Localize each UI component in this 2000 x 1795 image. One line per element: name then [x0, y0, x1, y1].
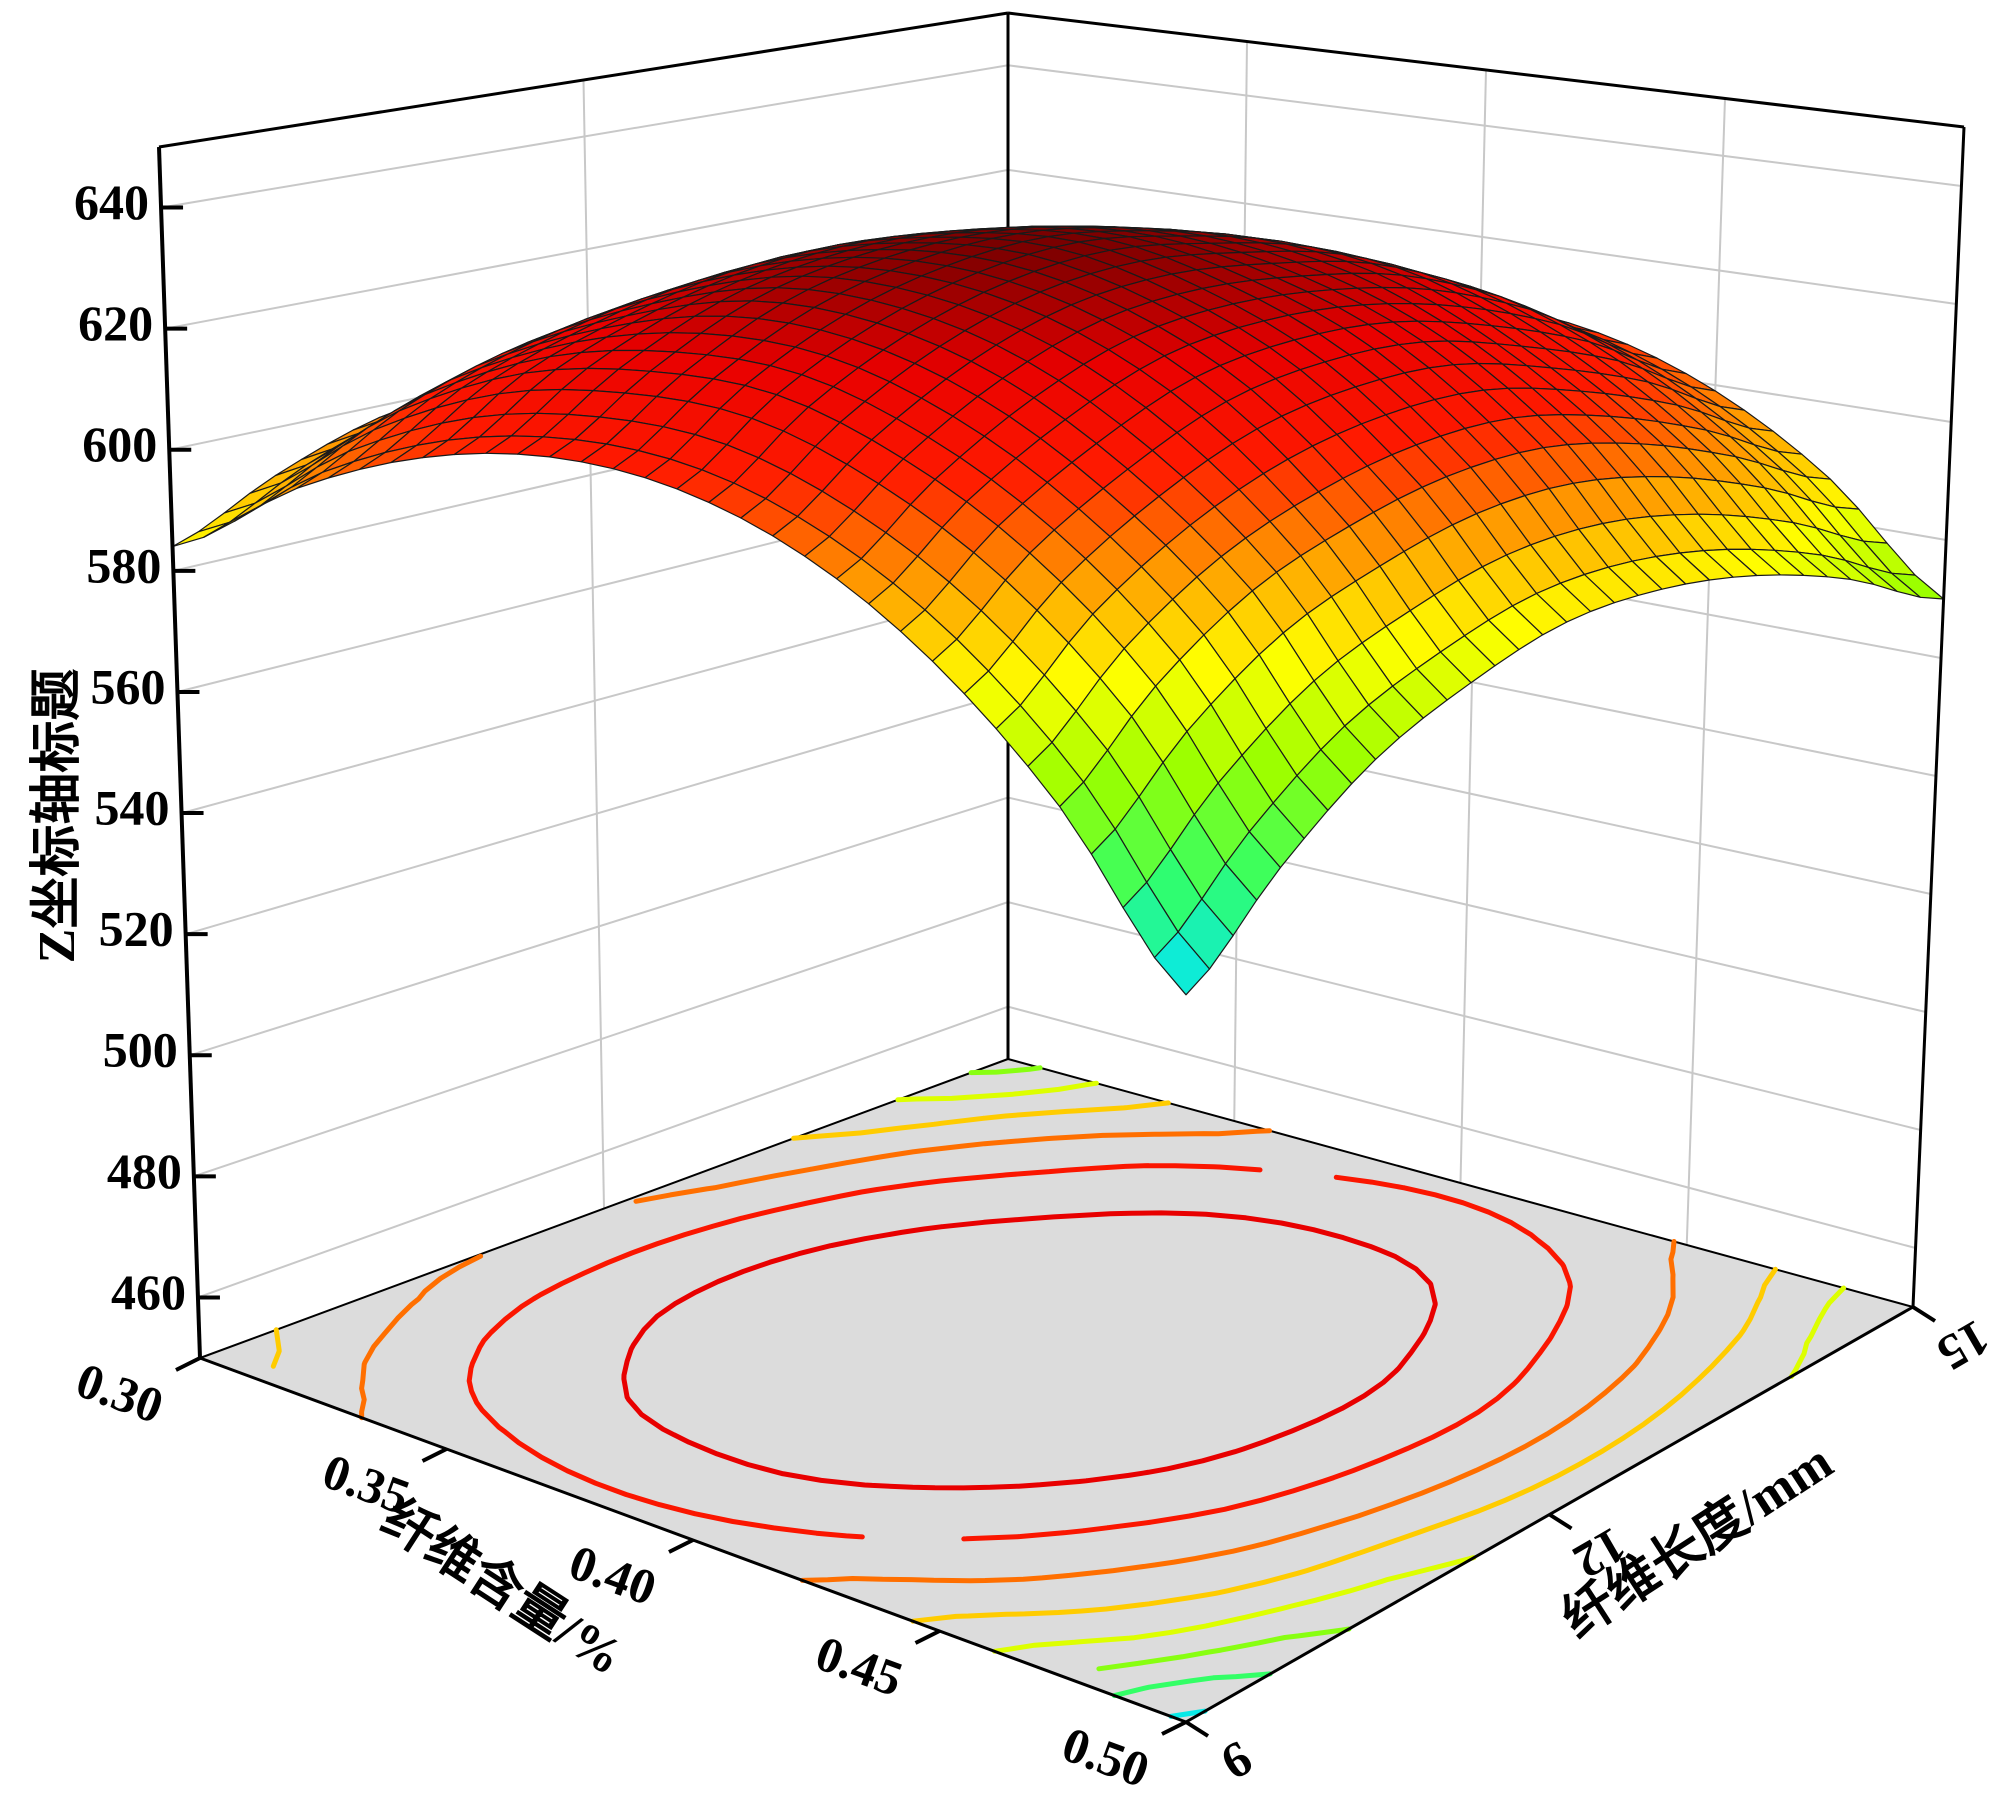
x-tick	[668, 1538, 694, 1554]
plot: 4604805005205405605806006206400.300.350.…	[69, 11, 1999, 1795]
contour	[895, 1080, 1847, 1654]
x-tick	[1161, 1720, 1187, 1736]
grid-line	[1685, 98, 1726, 1246]
z-tick-label: 580	[86, 537, 161, 593]
y-tick-label: 9	[1212, 1730, 1262, 1791]
contour	[1168, 1708, 1208, 1719]
x-tick	[421, 1447, 448, 1463]
z-tick-label: 600	[82, 416, 157, 472]
z-axis-title: Z坐标轴标题	[28, 669, 86, 964]
floor-edge	[1007, 1058, 1914, 1308]
surface-patch	[197, 502, 256, 533]
contour	[621, 1210, 1438, 1491]
y-tick	[1184, 1720, 1210, 1738]
right-edge	[1911, 126, 1966, 1308]
grid-line	[582, 79, 605, 1209]
grid-line	[160, 64, 1962, 209]
y-tick	[1911, 1305, 1937, 1323]
x-tick-label: 0.45	[809, 1625, 910, 1708]
z-tick-label: 620	[78, 295, 153, 351]
z-tick-label: 640	[74, 174, 149, 230]
top-edge	[1007, 11, 1965, 129]
x-tick	[914, 1629, 941, 1645]
top-edge	[158, 11, 1009, 149]
contour	[359, 1128, 1677, 1584]
x-tick-label: 0.50	[1055, 1716, 1156, 1795]
contour	[1111, 1671, 1273, 1699]
surface-patch	[171, 521, 231, 548]
z-tick-label: 560	[90, 658, 165, 714]
z-tick-label: 460	[111, 1264, 186, 1320]
z-axis-line	[157, 146, 202, 1359]
z-tick-label: 540	[95, 780, 170, 836]
contour	[270, 1100, 1778, 1624]
contour	[466, 1163, 1573, 1542]
y-tick-label: 15	[1928, 1309, 1999, 1382]
x-tick	[175, 1356, 201, 1372]
z-tick-label: 520	[99, 901, 174, 957]
contour	[968, 1065, 1352, 1672]
floor-edge	[199, 1058, 1009, 1359]
y-tick	[1548, 1512, 1573, 1531]
z-tick-label: 500	[103, 1022, 178, 1078]
x-tick-label: 0.30	[69, 1352, 170, 1435]
surface-patch	[1153, 931, 1211, 996]
floor	[200, 1059, 1913, 1722]
z-tick-label: 480	[107, 1143, 182, 1199]
